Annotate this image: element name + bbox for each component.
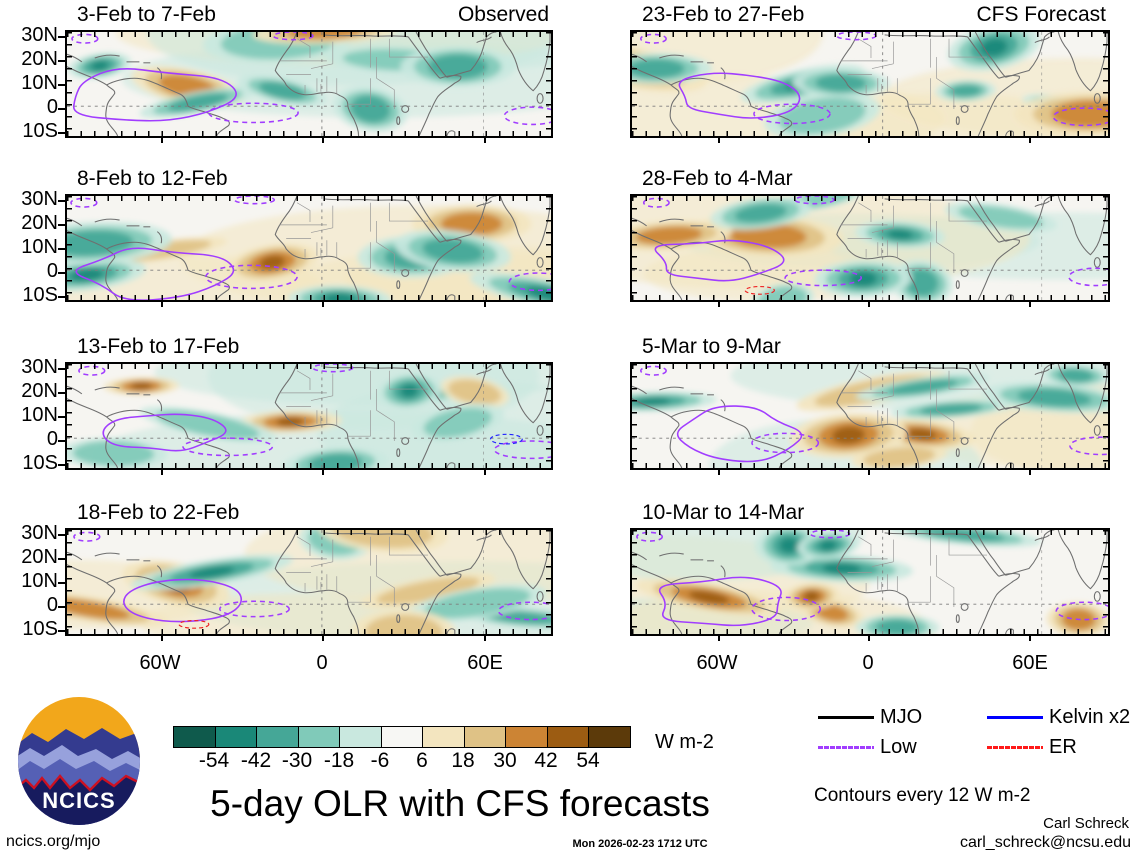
colorbar — [173, 726, 631, 748]
legend-label-kelvin: Kelvin x2 — [1049, 706, 1131, 728]
olr-map-art — [632, 364, 1108, 468]
y-tick-label: 30N — [21, 24, 58, 46]
y-tick-label: 0 — [46, 594, 58, 616]
colorbar-cell — [506, 727, 548, 747]
panel-title: 23-Feb to 27-Feb — [642, 3, 805, 26]
y-tick-label: 0 — [46, 96, 58, 118]
panel-title: 3-Feb to 7-Feb — [77, 3, 216, 26]
colorbar-tick-label: -42 — [240, 749, 272, 772]
y-tick-label: 10S — [22, 120, 58, 142]
figure-title: 5-day OLR with CFS forecasts — [210, 783, 710, 824]
colorbar-cell — [174, 727, 216, 747]
panel-title: 18-Feb to 22-Feb — [77, 501, 240, 524]
author-credit: Carl Schreck — [1043, 815, 1129, 832]
y-tick-label: 20N — [21, 380, 58, 402]
colorbar-tick-label: -30 — [281, 749, 313, 772]
olr-map-art — [67, 530, 551, 634]
column-header-observed: Observed — [457, 3, 549, 26]
panel-title: 10-Mar to 14-Mar — [642, 501, 805, 524]
legend-line-er — [987, 746, 1043, 749]
y-tick-label: 20N — [21, 546, 58, 568]
legend-label-mjo: MJO — [880, 706, 923, 728]
olr-map-art — [67, 32, 551, 136]
colorbar-cell — [340, 727, 382, 747]
colorbar-cell — [298, 727, 341, 747]
x-tick-label: 60W — [696, 652, 738, 674]
map-panel-forecast-2 — [630, 194, 1110, 307]
colorbar-tick-label: -54 — [198, 749, 230, 772]
x-tick-label: 60E — [467, 652, 503, 674]
colorbar-tick-label: 6 — [416, 749, 428, 772]
y-tick-label: 20N — [21, 212, 58, 234]
colorbar-tick-label: 30 — [493, 749, 517, 772]
y-tick-label: 10S — [22, 618, 58, 640]
legend-label-low: Low — [880, 736, 917, 758]
olr-map-art — [632, 530, 1108, 634]
y-tick-label: 30N — [21, 356, 58, 378]
map-panel-observed-1 — [58, 30, 553, 143]
colorbar-units: W m-2 — [655, 731, 714, 753]
x-tick-label: 60E — [1012, 652, 1048, 674]
y-tick-label: 10N — [21, 570, 58, 592]
colorbar-cell — [464, 727, 507, 747]
ncics-logo-text: NCICS — [42, 788, 115, 813]
y-tick-label: 10N — [21, 72, 58, 94]
panel-title: 5-Mar to 9-Mar — [642, 335, 781, 358]
column-header-forecast: CFS Forecast — [976, 3, 1106, 26]
map-panel-observed-2 — [58, 194, 553, 307]
colorbar-cell — [215, 727, 258, 747]
colorbar-cell — [547, 727, 590, 747]
panel-title: 8-Feb to 12-Feb — [77, 167, 228, 190]
colorbar-tick-label: 18 — [451, 749, 475, 772]
colorbar-cell — [423, 727, 465, 747]
colorbar-tick-label: 42 — [534, 749, 558, 772]
panel-title: 13-Feb to 17-Feb — [77, 335, 240, 358]
legend-line-mjo — [818, 716, 874, 719]
x-tick-label: 60W — [139, 652, 181, 674]
colorbar-cell — [589, 727, 631, 747]
olr-map-art — [67, 364, 551, 468]
y-tick-label: 10S — [22, 284, 58, 306]
colorbar-tick-label: -6 — [370, 749, 390, 772]
map-panel-forecast-3 — [630, 362, 1110, 475]
y-tick-label: 10S — [22, 452, 58, 474]
x-tick-label: 0 — [862, 652, 874, 674]
map-panel-forecast-4 — [630, 528, 1110, 641]
olr-map-art — [67, 196, 551, 300]
olr-map-art — [632, 32, 1108, 136]
panel-title: 28-Feb to 4-Mar — [642, 167, 793, 190]
colorbar-cell — [257, 727, 299, 747]
y-tick-label: 0 — [46, 260, 58, 282]
legend-line-low — [818, 746, 874, 749]
contour-note: Contours every 12 W m-2 — [814, 785, 1031, 806]
colorbar-tick-label: 54 — [576, 749, 600, 772]
map-panel-observed-3 — [58, 362, 553, 475]
colorbar-cell — [381, 727, 424, 747]
x-tick-label: 0 — [316, 652, 328, 674]
y-tick-label: 10N — [21, 404, 58, 426]
timestamp: Mon 2026-02-23 1712 UTC — [572, 838, 708, 850]
site-url: ncics.org/mjo — [6, 833, 101, 850]
author-email: carl_schreck@ncsu.edu — [960, 834, 1131, 851]
y-tick-label: 0 — [46, 428, 58, 450]
map-panel-observed-4 — [58, 528, 553, 641]
y-tick-label: 10N — [21, 236, 58, 258]
legend-line-kelvin — [987, 716, 1043, 719]
olr-map-art — [632, 196, 1108, 300]
colorbar-tick-label: -18 — [323, 749, 355, 772]
legend-label-er: ER — [1049, 736, 1077, 758]
y-tick-label: 30N — [21, 522, 58, 544]
ncics-logo: NCICS — [18, 697, 140, 825]
y-tick-label: 30N — [21, 188, 58, 210]
map-panel-forecast-1 — [630, 30, 1110, 143]
y-tick-label: 20N — [21, 48, 58, 70]
